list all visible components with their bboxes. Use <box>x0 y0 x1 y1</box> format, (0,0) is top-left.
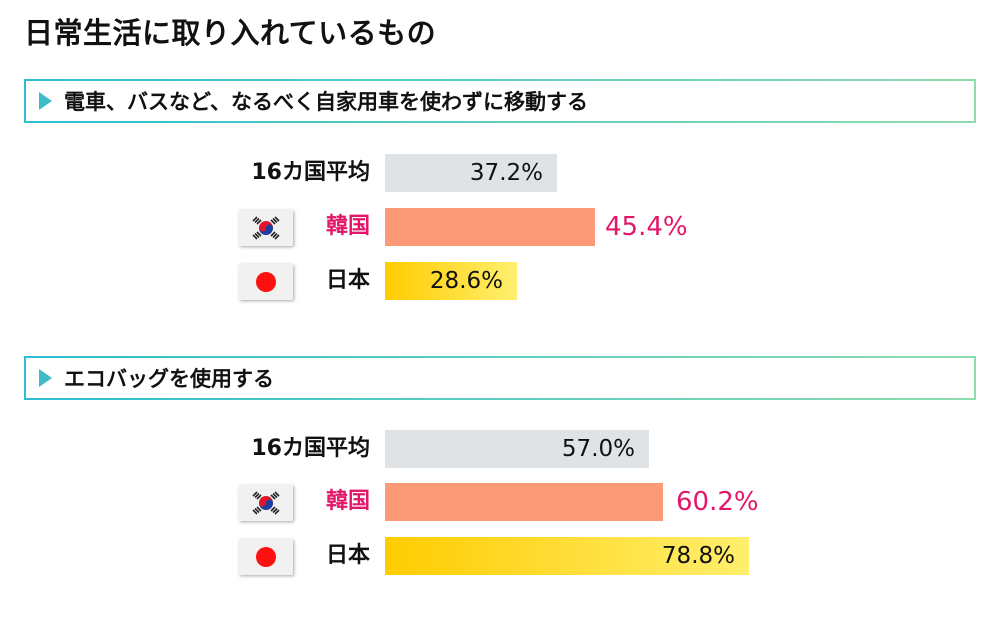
bar-average: 57.0% <box>385 430 649 468</box>
bar-value: 57.0% <box>561 436 635 462</box>
bar-row-japan: 日本 28.6% <box>0 262 1000 302</box>
bar-value: 78.8% <box>661 543 735 569</box>
bar-row-japan: 日本 78.8% <box>0 537 1000 577</box>
row-label: 日本 <box>325 268 370 293</box>
page-title: 日常生活に取り入れているもの <box>24 16 437 50</box>
section-header-eco-bag: エコバッグを使用する <box>24 356 976 400</box>
korea-flag-icon <box>239 485 293 521</box>
row-label: 韓国 <box>325 214 370 239</box>
play-arrow-icon <box>39 92 52 110</box>
row-label: 16カ国平均 <box>251 160 370 185</box>
row-label: 日本 <box>325 543 370 568</box>
bar-japan: 78.8% <box>385 537 749 575</box>
section-label: 電車、バスなど、なるべく自家用車を使わずに移動する <box>64 90 588 114</box>
japan-flag-icon <box>239 264 293 300</box>
bar-korea <box>385 208 595 246</box>
row-label: 16カ国平均 <box>251 436 370 461</box>
bar-value: 45.4% <box>605 212 688 242</box>
bar-row-average: 16カ国平均 37.2% <box>0 154 1000 194</box>
section-label: エコバッグを使用する <box>64 367 274 391</box>
korea-flag-icon <box>239 210 293 246</box>
japan-flag-icon <box>239 539 293 575</box>
play-arrow-icon <box>39 369 52 387</box>
bar-value: 37.2% <box>469 160 543 186</box>
bar-korea <box>385 483 663 521</box>
section-header-public-transport: 電車、バスなど、なるべく自家用車を使わずに移動する <box>24 79 976 123</box>
bar-row-korea: 韓国 60.2% <box>0 483 1000 523</box>
bar-average: 37.2% <box>385 154 557 192</box>
bar-value: 28.6% <box>429 268 503 294</box>
bar-row-korea: 韓国 45.4% <box>0 208 1000 248</box>
bar-value: 60.2% <box>676 487 759 517</box>
bar-row-average: 16カ国平均 57.0% <box>0 430 1000 470</box>
bar-japan: 28.6% <box>385 262 517 300</box>
row-label: 韓国 <box>325 489 370 514</box>
